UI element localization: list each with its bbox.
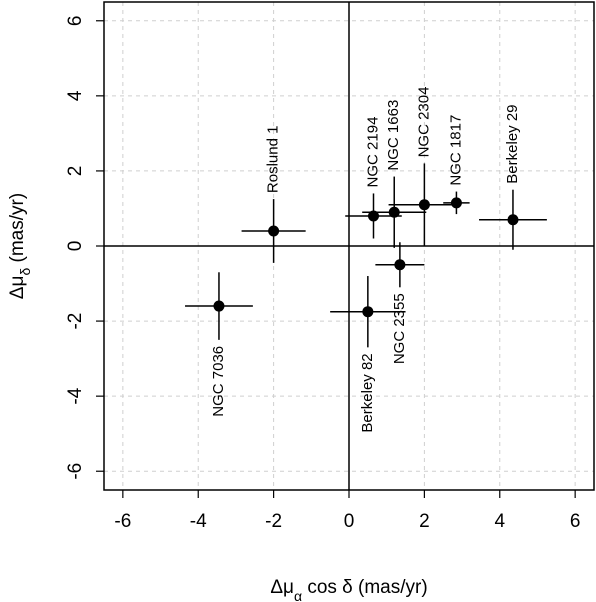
point-label: Roslund 1 <box>265 126 282 194</box>
x-axis: -6 -4 -2 0 2 4 6 <box>114 490 580 532</box>
x-axis-label: Δμα cos δ (mas/yr) <box>270 577 427 602</box>
data-point <box>362 306 374 318</box>
x-tick-label: 2 <box>419 511 430 532</box>
x-tick-label: -4 <box>190 511 207 532</box>
point-label: NGC 2194 <box>364 117 381 188</box>
y-tick-label: 4 <box>65 90 86 101</box>
y-tick-label: -4 <box>65 387 86 404</box>
data-point <box>394 259 406 271</box>
point-label: NGC 2304 <box>415 87 432 158</box>
point-label: NGC 1817 <box>447 115 464 186</box>
point-label: NGC 7036 <box>210 346 227 417</box>
x-tick-label: -2 <box>265 511 282 532</box>
data-point <box>368 210 379 222</box>
x-axis-label-sub: α <box>294 588 302 602</box>
data-point <box>418 199 430 211</box>
y-tick-label: -2 <box>65 313 86 330</box>
y-axis-label-suffix: (mas/yr) <box>7 193 28 268</box>
x-tick-label: 6 <box>570 511 581 532</box>
data-point <box>213 300 225 312</box>
data-point <box>268 225 280 237</box>
point-label: NGC 2355 <box>391 293 408 364</box>
point-label: NGC 1663 <box>385 100 402 171</box>
y-tick-label: 6 <box>65 15 86 26</box>
data-point <box>388 206 400 218</box>
reference-lines <box>104 2 594 490</box>
y-axis-label-sub: δ <box>17 268 33 276</box>
point-labels: Roslund 1 NGC 7036 NGC 2194 NGC 1663 NGC 230… <box>210 87 521 433</box>
y-axis-label: Δμδ (mas/yr) <box>7 193 33 299</box>
y-tick-label: 0 <box>65 241 86 252</box>
x-tick-label: -6 <box>114 511 131 532</box>
y-axis-label-prefix: Δμ <box>7 276 28 300</box>
y-tick-label: 2 <box>65 166 86 177</box>
y-tick-label: -6 <box>65 463 86 480</box>
x-axis-label-suffix: cos δ (mas/yr) <box>302 577 428 598</box>
x-tick-label: 4 <box>494 511 505 532</box>
y-axis: -6 -4 -2 0 2 4 6 <box>65 15 104 480</box>
x-axis-label-prefix: Δμ <box>270 577 294 598</box>
point-label: Berkeley 29 <box>504 104 521 183</box>
data-point <box>507 214 519 226</box>
point-label: Berkeley 82 <box>359 353 376 432</box>
data-points <box>185 163 547 348</box>
data-point <box>450 197 462 209</box>
x-tick-label: 0 <box>344 511 355 532</box>
